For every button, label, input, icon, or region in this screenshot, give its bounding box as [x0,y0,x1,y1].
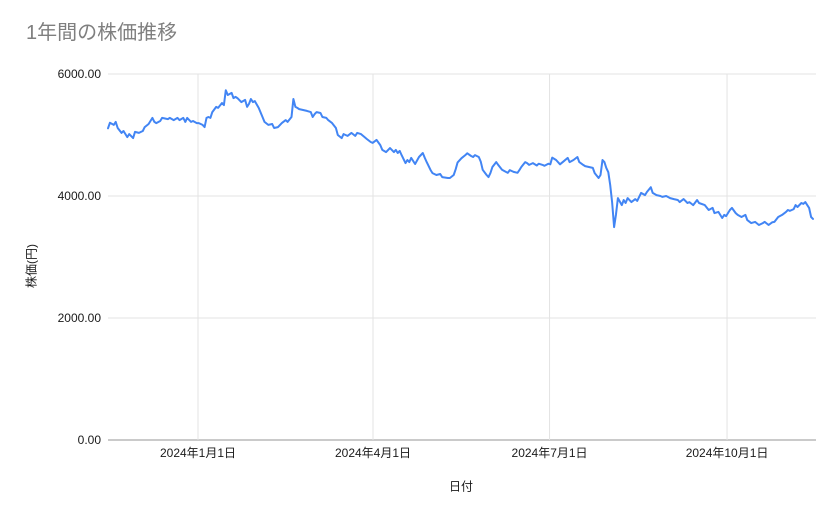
x-axis-title: 日付 [448,479,474,494]
x-tick-label: 2024年10月1日 [686,446,769,460]
y-tick-label: 4000.00 [58,189,102,203]
y-tick-label: 6000.00 [58,67,102,81]
x-tick-label: 2024年4月1日 [335,446,411,460]
stock-price-line [107,89,814,229]
x-tick-label: 2024年7月1日 [512,446,588,460]
y-tick-label: 0.00 [78,433,102,447]
y-tick-label: 2000.00 [58,311,102,325]
x-tick-label: 2024年1月1日 [160,446,236,460]
chart-title: 1年間の株価推移 [26,22,178,44]
